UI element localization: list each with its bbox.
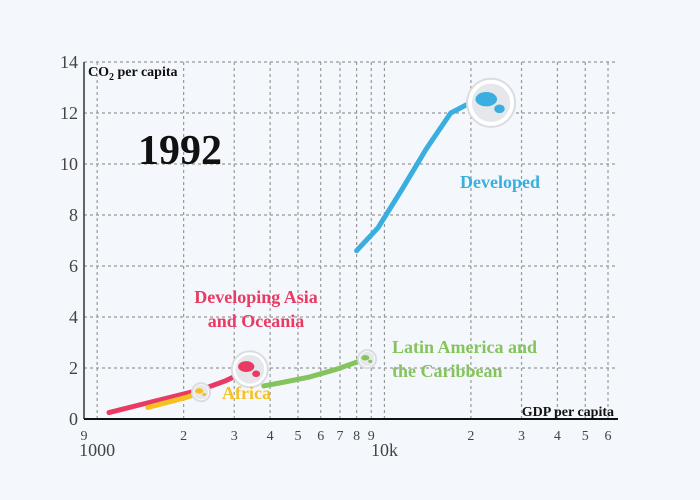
series-label: Developing Asia and Oceania	[194, 287, 318, 331]
x-tick-label: 9	[81, 429, 88, 444]
series-label-line: Developed	[460, 172, 540, 192]
y-tick-label: 12	[60, 103, 78, 123]
x-tick-label: 8	[353, 429, 360, 444]
y-axis-title: CO2 per capita	[88, 65, 178, 83]
series-label-line: Africa	[222, 383, 271, 403]
globe-markers	[191, 77, 517, 403]
series-label-line: the Caribbean	[392, 361, 503, 381]
series-label-line: Latin America and	[392, 337, 537, 357]
series-line	[261, 356, 370, 389]
x-tick-label: 4	[267, 429, 274, 444]
x-tick-label: 5	[582, 429, 589, 444]
globe-latin-america-icon	[357, 349, 378, 370]
x-tick-label: 5	[294, 429, 301, 444]
series-label-line: Developing Asia	[194, 287, 318, 307]
x-tick-label: 7	[336, 429, 343, 444]
y-tick-label: 10	[60, 154, 78, 174]
x-tick-label: 4	[554, 429, 561, 444]
x-tick-label: 1000	[79, 440, 115, 460]
grid-lines	[84, 61, 618, 419]
globe-developed-icon	[466, 77, 517, 128]
series-line	[106, 366, 253, 416]
series-label: Developed	[460, 172, 540, 192]
x-tick-label: 3	[231, 429, 238, 444]
series-label: Africa	[222, 383, 271, 403]
x-tick-label: 6	[317, 429, 324, 444]
y-axis-title-subscript: 2	[109, 72, 114, 83]
x-tick-label: 2	[467, 429, 474, 444]
axes	[83, 62, 618, 420]
year-label: 1992	[138, 128, 222, 174]
globe-asia-icon	[230, 350, 269, 389]
x-tick-label: 3	[518, 429, 525, 444]
y-tick-label: 2	[69, 358, 78, 378]
x-tick-label: 2	[180, 429, 187, 444]
x-tick-label: 6	[605, 429, 612, 444]
series-label: Latin America and the Caribbean	[392, 337, 537, 381]
y-tick-label: 8	[69, 205, 78, 225]
y-tick-label: 0	[69, 409, 78, 429]
globe-africa-icon	[191, 382, 212, 403]
y-axis-title-rest: per capita	[114, 65, 178, 80]
x-tick-label: 10k	[371, 440, 398, 460]
y-tick-label: 14	[60, 52, 78, 72]
x-tick-label: 9	[368, 429, 375, 444]
x-axis-title: GDP per capita	[522, 405, 614, 420]
y-tick-label: 4	[69, 307, 78, 327]
series-label-line: and Oceania	[208, 311, 305, 331]
y-tick-label: 6	[69, 256, 78, 276]
y-axis-title-co: CO	[88, 65, 109, 80]
series-labels: Developed Developing Asia and Oceania Latin…	[194, 172, 540, 403]
